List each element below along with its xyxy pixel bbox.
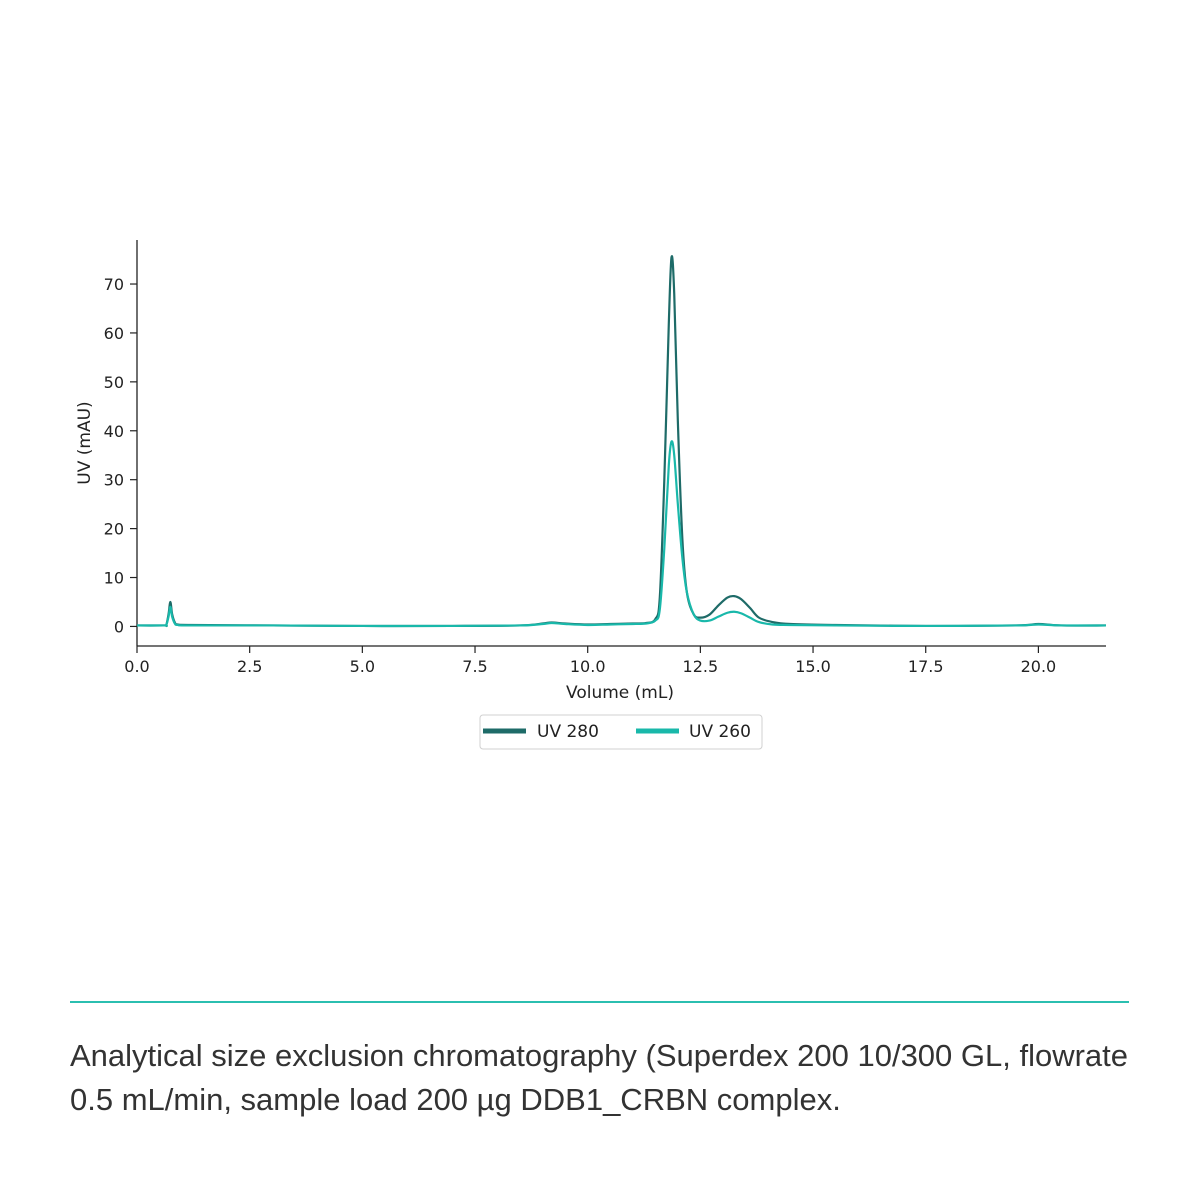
x-tick-label: 0.0: [124, 657, 149, 676]
x-axis-label: Volume (mL): [566, 683, 674, 703]
y-tick-label: 20: [104, 520, 124, 539]
legend-frame: [479, 714, 763, 750]
x-tick-label: 5.0: [350, 657, 375, 676]
y-tick-label: 60: [104, 324, 124, 343]
x-axis-ticks: 0.0 2.5 5.0 7.5 10.0 12.5 15.0 17.5 20.0: [124, 646, 1056, 676]
y-tick-label: 70: [104, 275, 124, 294]
caption-divider: [70, 1001, 1129, 1003]
x-tick-label: 20.0: [1021, 657, 1057, 676]
legend: UV 280 UV 260: [479, 714, 763, 750]
y-tick-label: 0: [114, 617, 124, 636]
legend-label-uv-260: UV 260: [689, 722, 751, 742]
series-line-uv-280: [136, 255, 1107, 628]
legend-label-uv-280: UV 280: [537, 722, 599, 742]
figure-caption: Analytical size exclusion chromatography…: [70, 1038, 1129, 1117]
y-tick-label: 30: [104, 471, 124, 490]
x-tick-label: 10.0: [570, 657, 606, 676]
chromatogram-chart: 0 10 20 30 40 50 60 70 0.0 2.5 5.0 7.5 10.0 12.5 15.0…: [75, 240, 1107, 750]
y-tick-label: 40: [104, 422, 124, 441]
x-tick-label: 12.5: [683, 657, 719, 676]
series-line-uv-260: [136, 440, 1107, 628]
x-tick-label: 7.5: [462, 657, 487, 676]
y-tick-label: 50: [104, 373, 124, 392]
y-tick-label: 10: [104, 569, 124, 588]
y-axis-ticks: 0 10 20 30 40 50 60 70: [104, 275, 137, 636]
x-tick-label: 17.5: [908, 657, 944, 676]
x-tick-label: 15.0: [795, 657, 831, 676]
y-axis-label: UV (mAU): [75, 401, 95, 484]
series-layer: [136, 255, 1107, 628]
x-tick-label: 2.5: [237, 657, 262, 676]
